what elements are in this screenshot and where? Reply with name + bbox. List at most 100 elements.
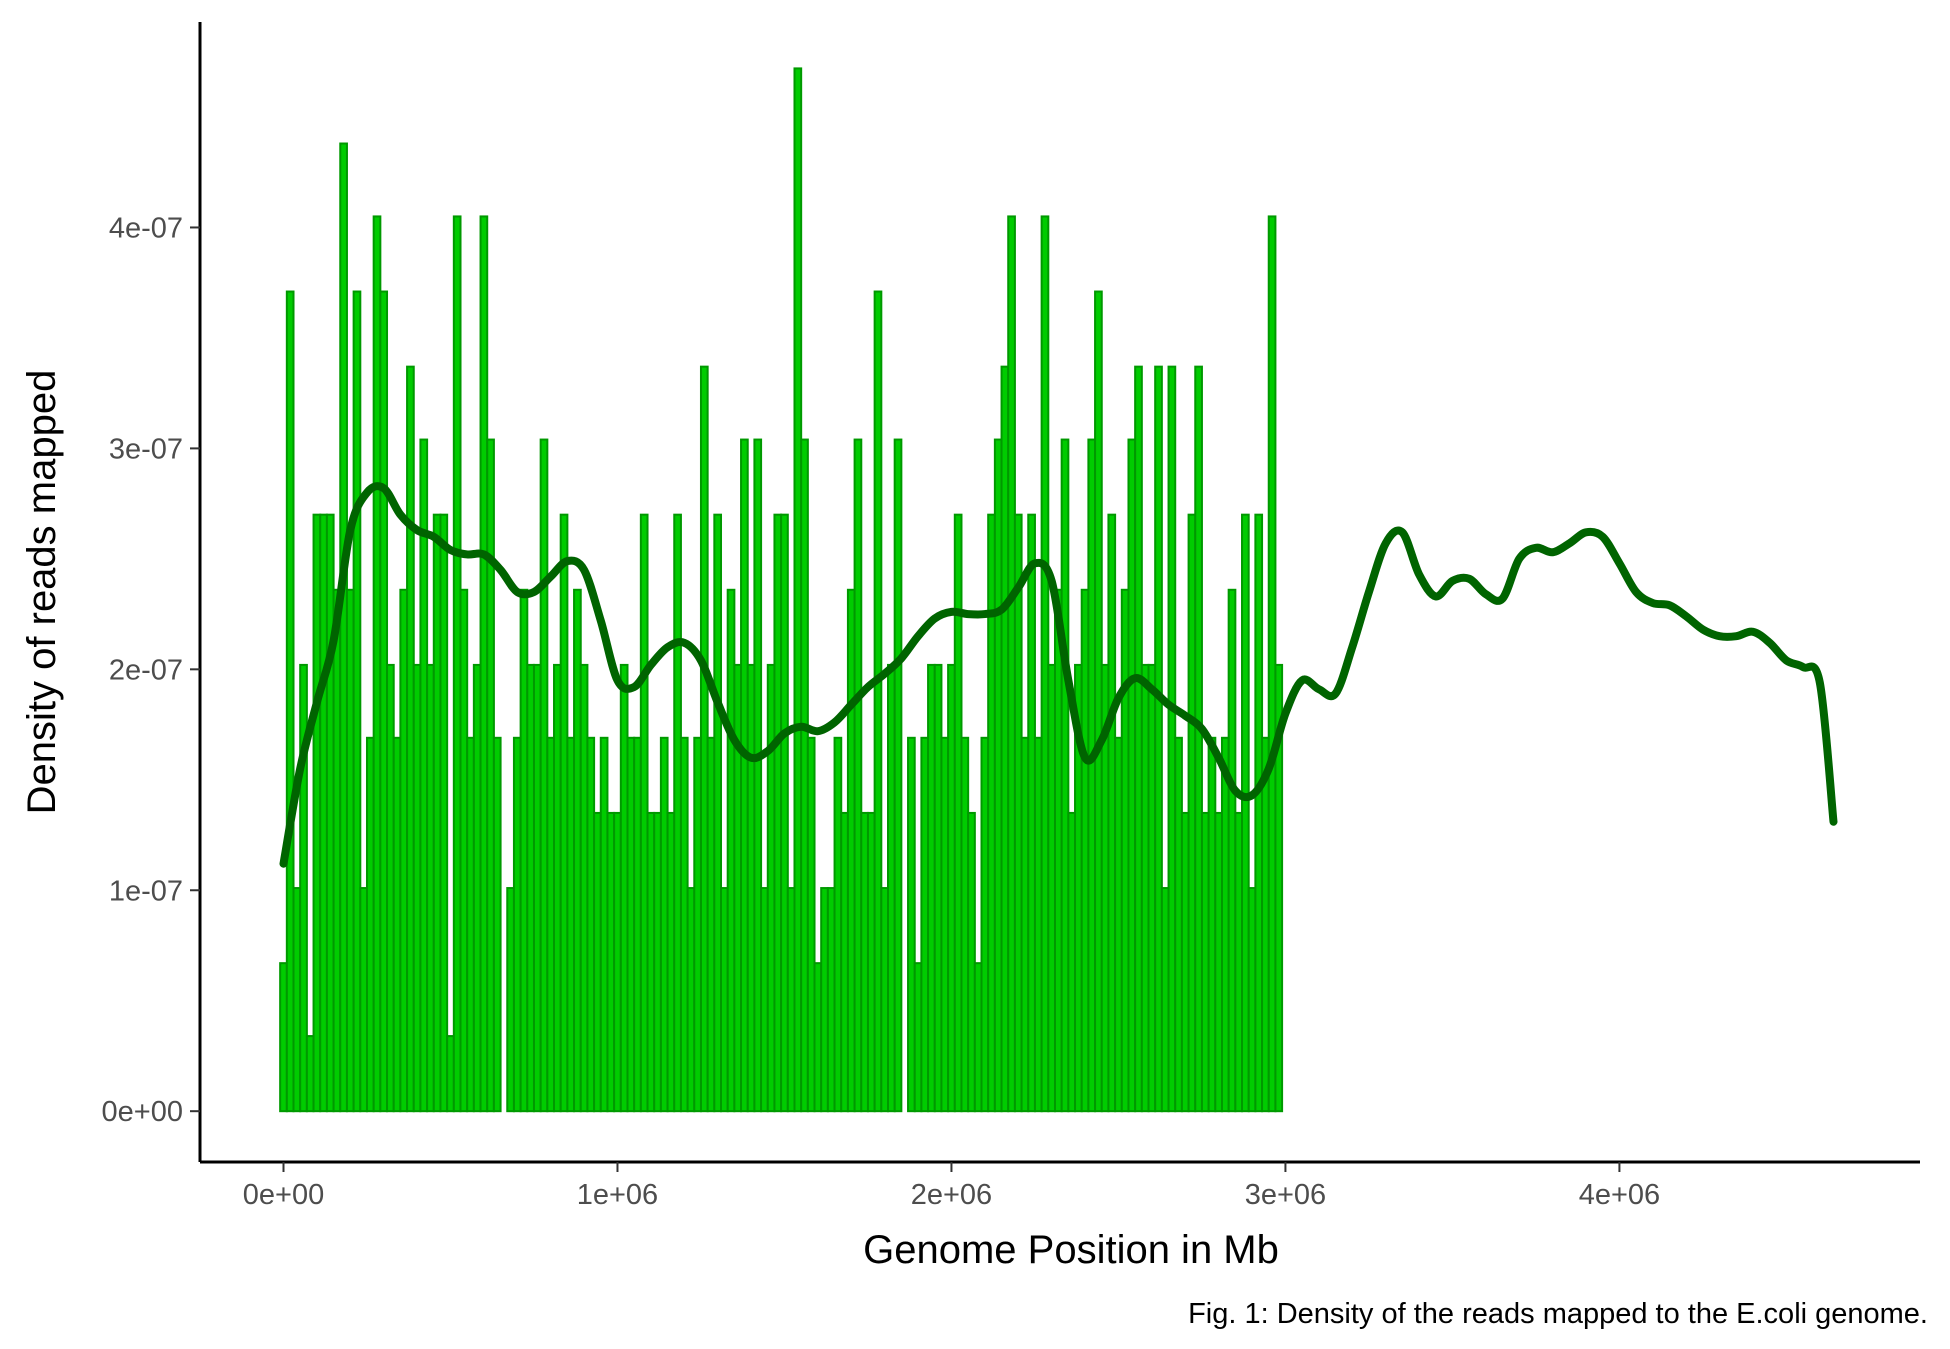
x-tick-label: 1e+06 — [577, 1179, 658, 1211]
histogram-bar — [987, 513, 996, 1113]
histogram-bar — [1147, 663, 1157, 1113]
x-tick-label: 2e+06 — [911, 1179, 992, 1211]
x-tick-label: 3e+06 — [1245, 1179, 1326, 1211]
histogram-bar — [820, 887, 829, 1113]
figure-caption: Fig. 1: Density of the reads mapped to t… — [1188, 1298, 1928, 1330]
histogram-bar — [1241, 513, 1250, 1113]
histogram-bar — [1267, 215, 1277, 1113]
histogram-bar — [1261, 736, 1270, 1113]
histogram-bar — [1127, 438, 1137, 1113]
histogram-bar — [1120, 588, 1130, 1113]
histogram-bar — [512, 736, 522, 1113]
histogram-bar — [860, 811, 869, 1113]
histogram-bars — [279, 67, 1284, 1113]
histogram-bar — [386, 663, 395, 1113]
histogram-bar — [606, 811, 616, 1113]
histogram-bar — [1234, 811, 1244, 1113]
x-tick-label: 0e+00 — [243, 1179, 324, 1211]
histogram-bar — [339, 142, 348, 1113]
histogram-bar — [633, 736, 642, 1113]
histogram-bar — [780, 513, 789, 1113]
histogram-bar — [753, 438, 763, 1113]
histogram-bar — [720, 887, 729, 1113]
histogram-bar — [980, 736, 990, 1113]
histogram-bar — [359, 887, 368, 1113]
histogram-bar — [853, 438, 863, 1113]
histogram-bar — [466, 736, 475, 1113]
histogram-bar — [392, 736, 402, 1113]
histogram-bar — [686, 887, 696, 1113]
histogram-bar — [666, 811, 676, 1113]
histogram-bar — [285, 290, 295, 1113]
histogram-bar — [706, 736, 716, 1113]
histogram-bar — [1254, 513, 1264, 1113]
histogram-bar — [492, 736, 502, 1113]
histogram-bar — [813, 962, 823, 1113]
histogram-bar — [412, 663, 422, 1113]
histogram-bar — [1174, 736, 1183, 1113]
histogram-bar — [740, 438, 749, 1113]
histogram-bar — [1094, 290, 1103, 1113]
smooth-density-line — [279, 482, 1838, 868]
histogram-bar — [446, 1035, 455, 1113]
x-axis-ticks: 0e+00 1e+06 2e+06 3e+06 4e+06 — [243, 1162, 1660, 1211]
histogram-bar — [579, 663, 589, 1113]
histogram-bar — [332, 588, 342, 1113]
histogram-bar — [793, 67, 803, 1113]
histogram-bar — [599, 736, 609, 1113]
histogram-bar — [947, 663, 956, 1113]
histogram-bar — [506, 887, 515, 1113]
histogram-bar — [920, 736, 930, 1113]
y-tick-label: 3e-07 — [109, 433, 183, 465]
histogram-bar — [619, 663, 629, 1113]
histogram-bar — [1200, 811, 1210, 1113]
histogram-bar — [573, 588, 582, 1113]
histogram-bar — [1080, 588, 1090, 1113]
histogram-bar — [426, 663, 435, 1113]
histogram-bar — [1220, 736, 1230, 1113]
histogram-bar — [345, 588, 355, 1113]
histogram-bar — [1007, 215, 1016, 1113]
histogram-bar — [299, 663, 308, 1113]
histogram-bar — [379, 290, 389, 1113]
histogram-bar — [806, 736, 816, 1113]
histogram-bar — [1154, 365, 1163, 1113]
y-axis-title: Density of reads mapped — [20, 370, 64, 815]
histogram-bar — [1000, 365, 1010, 1113]
histogram-bar — [526, 663, 535, 1113]
histogram-bar — [846, 588, 856, 1113]
histogram-bar — [432, 513, 442, 1113]
histogram-bar — [880, 887, 890, 1113]
histogram-bar — [312, 513, 322, 1113]
histogram-bar — [1060, 438, 1070, 1113]
histogram-bar — [639, 513, 649, 1113]
histogram-bar — [1107, 513, 1117, 1113]
histogram-bar — [1027, 513, 1036, 1113]
histogram-bar — [826, 887, 836, 1113]
histogram-bar — [352, 290, 362, 1113]
histogram-bar — [773, 513, 783, 1113]
histogram-bar — [1067, 811, 1077, 1113]
histogram-bar — [699, 365, 709, 1113]
histogram-bar — [1087, 438, 1097, 1113]
histogram-bar — [472, 663, 482, 1113]
histogram-bar — [726, 588, 736, 1113]
histogram-bar — [1194, 365, 1203, 1113]
histogram-bar — [766, 663, 776, 1113]
histogram-bar — [613, 811, 622, 1113]
histogram-bar — [586, 736, 596, 1113]
histogram-bar — [292, 887, 302, 1113]
histogram-bar — [760, 887, 769, 1113]
y-tick-label: 1e-07 — [109, 875, 183, 907]
histogram-bar — [319, 513, 328, 1113]
histogram-bar — [1047, 663, 1056, 1113]
histogram-bar — [893, 438, 903, 1113]
histogram-bar — [1227, 588, 1237, 1113]
histogram-bar — [953, 513, 963, 1113]
histogram-bar — [593, 811, 602, 1113]
smooth-line-path — [279, 482, 1838, 868]
histogram-bar — [833, 736, 843, 1113]
histogram-bar — [733, 663, 743, 1113]
x-axis-title: Genome Position in Mb — [863, 1228, 1279, 1272]
